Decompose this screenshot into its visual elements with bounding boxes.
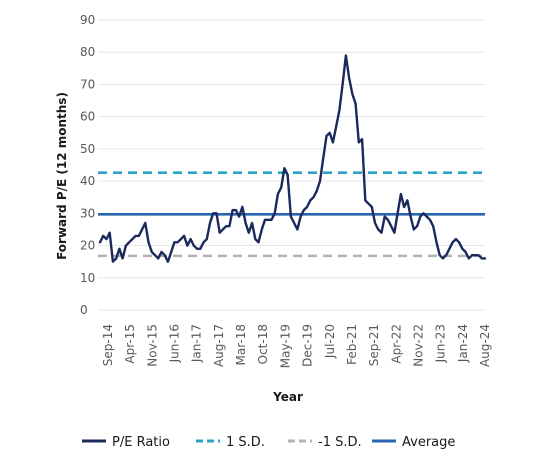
y-tick-label: 40 [80,174,95,188]
legend-label: Average [402,435,455,450]
x-tick-label: Jan-24 [456,324,470,363]
x-tick-label: Jul-20 [323,324,337,359]
x-tick-label: Mar-18 [234,324,248,365]
x-axis-title: Year [272,390,303,404]
x-tick-label: Sep-14 [101,324,115,366]
y-tick-label: 70 [80,77,95,91]
x-tick-label: Nov-15 [145,324,159,367]
x-tick-labels: Sep-14 Apr-15 Nov-15 Jun-16 Jan-17 Aug-17 Mar-… [101,324,492,368]
x-tick-label: Sep-21 [367,324,381,366]
x-tick-label: Dec-19 [301,324,315,367]
legend-label: P/E Ratio [112,435,170,450]
grid-lines [98,19,485,311]
y-tick-label: 90 [80,13,95,27]
x-tick-label: Jun-23 [434,324,448,363]
x-tick-label: Jan-17 [190,324,204,363]
y-tick-label: 20 [80,239,95,253]
x-tick-label: Aug-17 [212,324,226,367]
series-lines [98,54,487,263]
x-tick-label: Aug-24 [478,324,492,367]
x-tick-label: Jun-16 [168,324,182,363]
y-tick-label: 80 [80,45,95,59]
y-axis-title: Forward P/E (12 months) [55,92,69,260]
y-tick-label: 30 [80,206,95,220]
y-tick-label: 60 [80,110,95,124]
x-tick-label: Apr-15 [123,324,137,364]
y-tick-label: 0 [80,303,88,317]
x-tick-label: Oct-18 [256,324,270,364]
x-tick-label: Feb-21 [345,324,359,365]
x-tick-label: May-19 [278,324,292,368]
legend-label: -1 S.D. [318,435,362,450]
series-line-pe-ratio [98,54,487,263]
x-tick-label: Apr-22 [389,324,403,364]
legend-label: 1 S.D. [226,435,265,450]
y-tick-labels: 0 10 20 30 40 50 60 70 80 90 [80,13,95,317]
legend: P/E Ratio 1 S.D. -1 S.D. Average [82,435,455,450]
y-tick-label: 50 [80,142,95,156]
y-tick-label: 10 [80,271,95,285]
x-tick-label: Nov-22 [411,324,425,367]
